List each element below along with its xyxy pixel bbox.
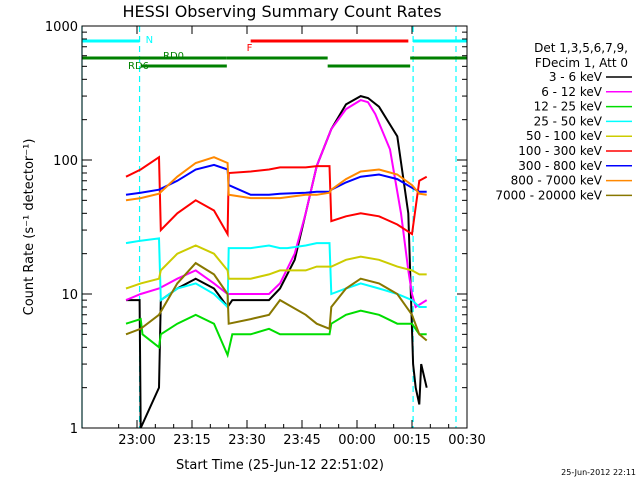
series-line-4 [125, 244, 427, 290]
legend-entry-label: 800 - 7000 keV [511, 174, 603, 188]
series-line-2 [125, 309, 427, 359]
x-tick-label: 00:30 [448, 433, 485, 448]
y-tick-label: 1000 [45, 20, 78, 35]
x-axis-label: Start Time (25-Jun-12 22:51:02) [176, 458, 384, 473]
legend-entry-label: 50 - 100 keV [526, 129, 603, 143]
y-axis-label: Count Rate (s⁻¹ detector⁻¹) [22, 139, 37, 316]
plot-frame [81, 25, 468, 429]
legend-entry-label: 7000 - 20000 keV [495, 188, 602, 202]
x-tick-label: 23:15 [173, 433, 210, 448]
legend-entry-label: 12 - 25 keV [534, 100, 603, 114]
x-tick-label: 00:15 [393, 433, 430, 448]
series-lines [125, 95, 428, 428]
chart-title: HESSI Observing Summary Count Rates [122, 2, 441, 21]
legend-entry-label: 300 - 800 keV [518, 159, 602, 173]
flag-label-n: N [146, 35, 153, 46]
x-tick-label: 23:00 [118, 433, 155, 448]
series-line-7 [125, 156, 427, 202]
legend-entry-label: 100 - 300 keV [518, 144, 602, 158]
legend-entry-label: 3 - 6 keV [549, 70, 603, 84]
series-line-6 [125, 163, 427, 196]
legend-entry-label: 25 - 50 keV [534, 114, 603, 128]
series-line-5 [125, 155, 428, 238]
legend-entry-label: 6 - 12 keV [541, 85, 603, 99]
series-line-8 [125, 261, 428, 342]
y-tick-label: 10 [61, 288, 78, 303]
x-axis: 23:00 23:15 23:30 23:45 00:00 00:15 00:30 [118, 26, 486, 448]
y-tick-label: 1 [70, 422, 78, 437]
x-tick-label: 23:45 [283, 433, 320, 448]
series-line-0 [126, 95, 428, 428]
flag-label-f: F [247, 43, 253, 54]
y-tick-label: 100 [53, 154, 78, 169]
flag-label-rd0: RD0 [163, 51, 184, 62]
series-line-3 [125, 237, 427, 310]
y-axis: 1 10 100 1000 [45, 20, 467, 437]
series-line-1 [125, 99, 428, 309]
x-tick-label: 23:30 [228, 433, 265, 448]
legend: Det 1,3,5,6,7,9,FDecim 1, Att 03 - 6 keV… [495, 41, 632, 202]
flag-bars: N F RD0 RD6 [82, 35, 467, 72]
x-tick-label: 00:00 [338, 433, 375, 448]
flag-label-rd6: RD6 [128, 61, 149, 72]
legend-header: FDecim 1, Att 0 [535, 56, 628, 70]
legend-header: Det 1,3,5,6,7,9, [534, 41, 628, 55]
footer-timestamp: 25-Jun-2012 22:11 [561, 468, 636, 477]
